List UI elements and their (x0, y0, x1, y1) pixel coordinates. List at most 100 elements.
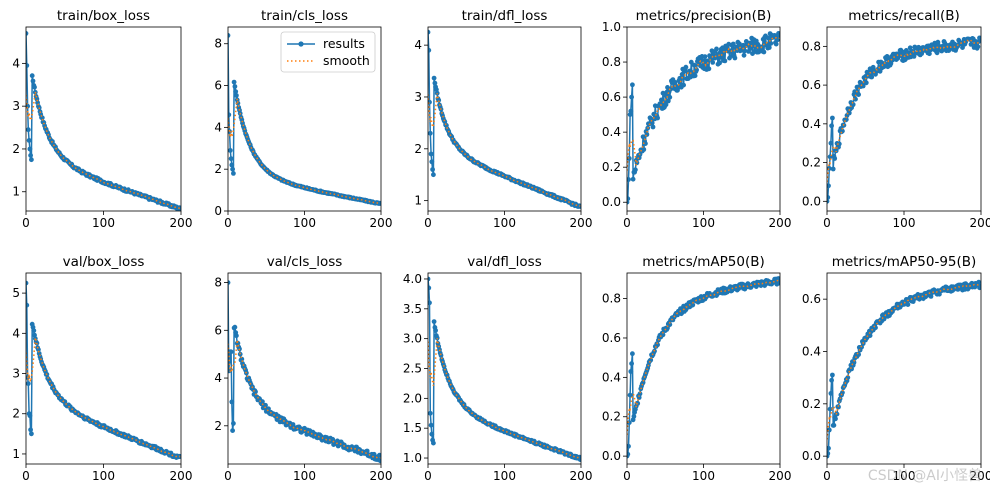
data-point (853, 96, 858, 102)
data-point (975, 44, 981, 50)
x-tick-label: 200 (970, 216, 990, 230)
data-point (633, 167, 638, 173)
data-point (428, 300, 432, 306)
chart-title: train/dfl_loss (462, 8, 548, 24)
data-point (649, 120, 655, 126)
plot-frame (826, 26, 982, 212)
data-point (768, 41, 774, 46)
data-point (428, 130, 433, 136)
x-tick-label: 200 (170, 216, 193, 230)
y-tick-label: 1.5 (403, 421, 422, 435)
data-point (627, 443, 631, 449)
data-point (747, 46, 753, 51)
data-point (722, 58, 728, 64)
data-point (827, 445, 831, 451)
plot-frame (25, 26, 182, 212)
data-point (919, 51, 925, 56)
data-point (428, 47, 432, 53)
x-tick-label: 0 (22, 216, 30, 230)
data-point (231, 421, 236, 426)
data-point (377, 452, 381, 458)
y-tick-label: 0.0 (802, 194, 821, 208)
data-point (776, 280, 780, 286)
smooth-series-line (26, 91, 181, 210)
data-point (577, 204, 581, 209)
data-point (629, 361, 634, 366)
data-point (960, 45, 965, 50)
y-tick-label: 2 (214, 419, 222, 433)
data-point (629, 94, 634, 100)
legend-results-marker (298, 41, 304, 47)
data-point (706, 66, 712, 72)
x-tick-label: 200 (170, 469, 193, 483)
data-point (627, 196, 631, 202)
data-point (905, 302, 911, 307)
smooth-series-line (228, 339, 381, 459)
y-tick-label: 4 (214, 371, 222, 385)
data-point (830, 115, 835, 121)
results-series-line (26, 283, 181, 460)
data-point (228, 33, 231, 38)
y-tick-label: 1 (414, 194, 422, 208)
data-point (628, 108, 634, 114)
legend: results smooth (280, 31, 376, 73)
results-markers (827, 279, 981, 459)
x-tick-label: 200 (769, 469, 792, 483)
y-tick-label: 1.0 (602, 20, 621, 34)
smooth-series-line (827, 38, 981, 182)
data-point (665, 98, 671, 104)
data-point (26, 138, 32, 143)
data-point (228, 156, 234, 162)
data-point (228, 148, 233, 153)
data-point (431, 172, 436, 178)
data-point (26, 280, 29, 286)
data-point (577, 457, 581, 462)
data-point (660, 332, 666, 338)
data-point (28, 427, 33, 433)
data-point (239, 356, 245, 362)
data-point (428, 285, 432, 291)
data-point (968, 42, 974, 47)
y-tick-label: 0.4 (802, 117, 821, 131)
y-tick-label: 4 (414, 38, 422, 52)
legend-box (280, 31, 376, 73)
data-point (692, 73, 698, 79)
chart-val-dfl-loss: val/dfl_loss 0 100 200 1.0 1.5 2.0 2.5 3.0 3.5 4.0 (403, 254, 593, 483)
data-point (827, 198, 830, 204)
smooth-series-line (428, 93, 581, 207)
data-point (26, 381, 31, 386)
y-tick-label: 0.8 (602, 55, 621, 69)
data-point (737, 41, 742, 47)
y-tick-label: 0.0 (802, 449, 821, 463)
y-tick-label: 0.8 (802, 39, 821, 53)
x-tick-label: 100 (692, 469, 715, 483)
x-tick-label: 0 (823, 216, 831, 230)
y-tick-label: 0.6 (802, 78, 821, 92)
data-point (761, 49, 767, 55)
y-tick-label: 4 (214, 120, 222, 134)
data-point (377, 458, 381, 464)
data-point (29, 431, 34, 437)
chart-val-cls-loss: val/cls_loss 0 100 200 2 4 6 8 (214, 254, 392, 483)
y-tick-label: 1 (12, 185, 20, 199)
y-tick-label: 2 (214, 162, 222, 176)
data-point (231, 171, 236, 176)
data-point (431, 75, 437, 81)
data-point (850, 102, 856, 107)
x-tick-label: 0 (623, 216, 631, 230)
results-markers (26, 31, 181, 211)
data-point (230, 166, 236, 172)
x-tick-label: 200 (769, 216, 792, 230)
chart-metrics-precision-b: metrics/precision(B) 0 100 200 0.0 0.2 0.4 0.6 0… (602, 8, 792, 230)
data-point (869, 74, 875, 80)
y-tick-label: 0.6 (802, 292, 821, 306)
x-tick-label: 100 (493, 216, 516, 230)
data-point (428, 410, 433, 416)
plot-frame (626, 272, 781, 465)
data-point (907, 45, 913, 51)
y-tick-label: 0.2 (802, 397, 821, 411)
plot-frame (427, 272, 582, 465)
legend-results-label: results (323, 36, 365, 51)
data-point (640, 134, 646, 140)
data-point (26, 31, 29, 36)
